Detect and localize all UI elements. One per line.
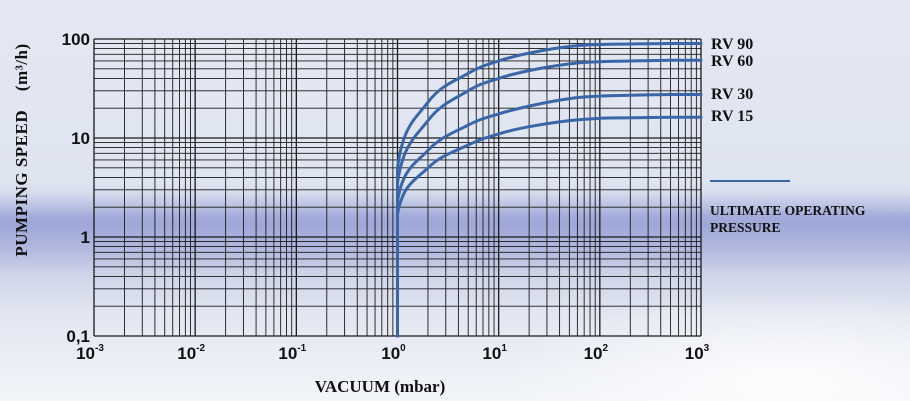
y-tick-label: 1 [81, 228, 90, 247]
chart-series [396, 41, 703, 338]
x-tick-label: 101 [482, 343, 507, 363]
series-line-rv60 [396, 58, 703, 338]
legend-label: ULTIMATE OPERATING PRESSURE [710, 203, 866, 235]
y-tick-label: 10 [71, 129, 90, 148]
series-line-rv15 [396, 115, 703, 338]
series-line-rv90 [396, 41, 703, 338]
y-tick-label: 100 [62, 30, 90, 49]
x-tick-label: 10-2 [177, 343, 205, 363]
series-label-rv90: RV 90 [711, 36, 754, 53]
x-tick-label: 102 [584, 343, 609, 363]
legend-line-sample [710, 180, 790, 182]
x-tick-label: 10-3 [76, 343, 104, 363]
y-axis-title: PUMPING SPEED [12, 109, 31, 257]
series-label-rv30: RV 30 [711, 86, 754, 103]
x-tick-label: 100 [381, 343, 406, 363]
series-label-rv60: RV 60 [711, 53, 754, 70]
series-line-rv30 [396, 92, 703, 338]
x-tick-label: 10-1 [278, 343, 306, 363]
x-tick-labels: 10-3 10-2 10-1 100 101 102 103 [76, 343, 710, 363]
y-axis-label: PUMPING SPEED (m³/h) [12, 43, 32, 256]
y-tick-labels: 0,1 1 10 100 [62, 30, 90, 346]
x-axis-label: VACUUM (mbar) [314, 377, 446, 396]
series-label-rv15: RV 15 [711, 108, 754, 125]
x-tick-label: 103 [685, 343, 710, 363]
y-axis-unit: (m³/h) [12, 43, 31, 92]
y-tick-label: 0,1 [66, 327, 90, 346]
